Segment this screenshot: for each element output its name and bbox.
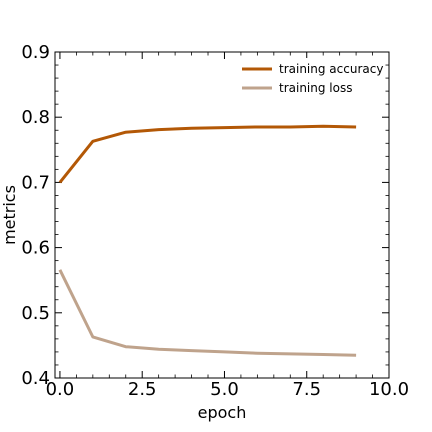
y-tick-label: 0.4 [21,368,50,389]
y-tick-label: 0.9 [21,42,50,63]
plot-frame [54,51,390,379]
tick-labels: 0.0 2.5 5.0 7.5 10.0 0.4 0.5 0.6 0.7 0.8 0.9 [21,42,409,400]
x-tick-label: 0.0 [46,379,75,400]
y-tick-label: 0.8 [21,107,50,128]
y-tick-label: 0.7 [21,172,50,193]
x-tick-label: 10.0 [369,379,409,400]
legend-label-training-accuracy: training accuracy [279,62,383,76]
x-tick-label: 5.0 [210,379,239,400]
x-axis-title: epoch [198,403,247,422]
legend-label-training-loss: training loss [279,81,352,95]
y-axis-title: metrics [0,185,19,245]
major-ticks [55,51,390,379]
series-line-training-loss [58,269,357,357]
y-tick-label: 0.5 [21,303,50,324]
legend-box [232,58,382,100]
legend: training accuracy training loss [232,58,383,100]
series-line-training-accuracy [58,124,357,184]
y-tick-label: 0.6 [21,238,50,259]
series-layer [58,124,357,357]
minor-ticks [55,52,389,378]
x-tick-label: 7.5 [292,379,321,400]
x-tick-label: 2.5 [128,379,157,400]
